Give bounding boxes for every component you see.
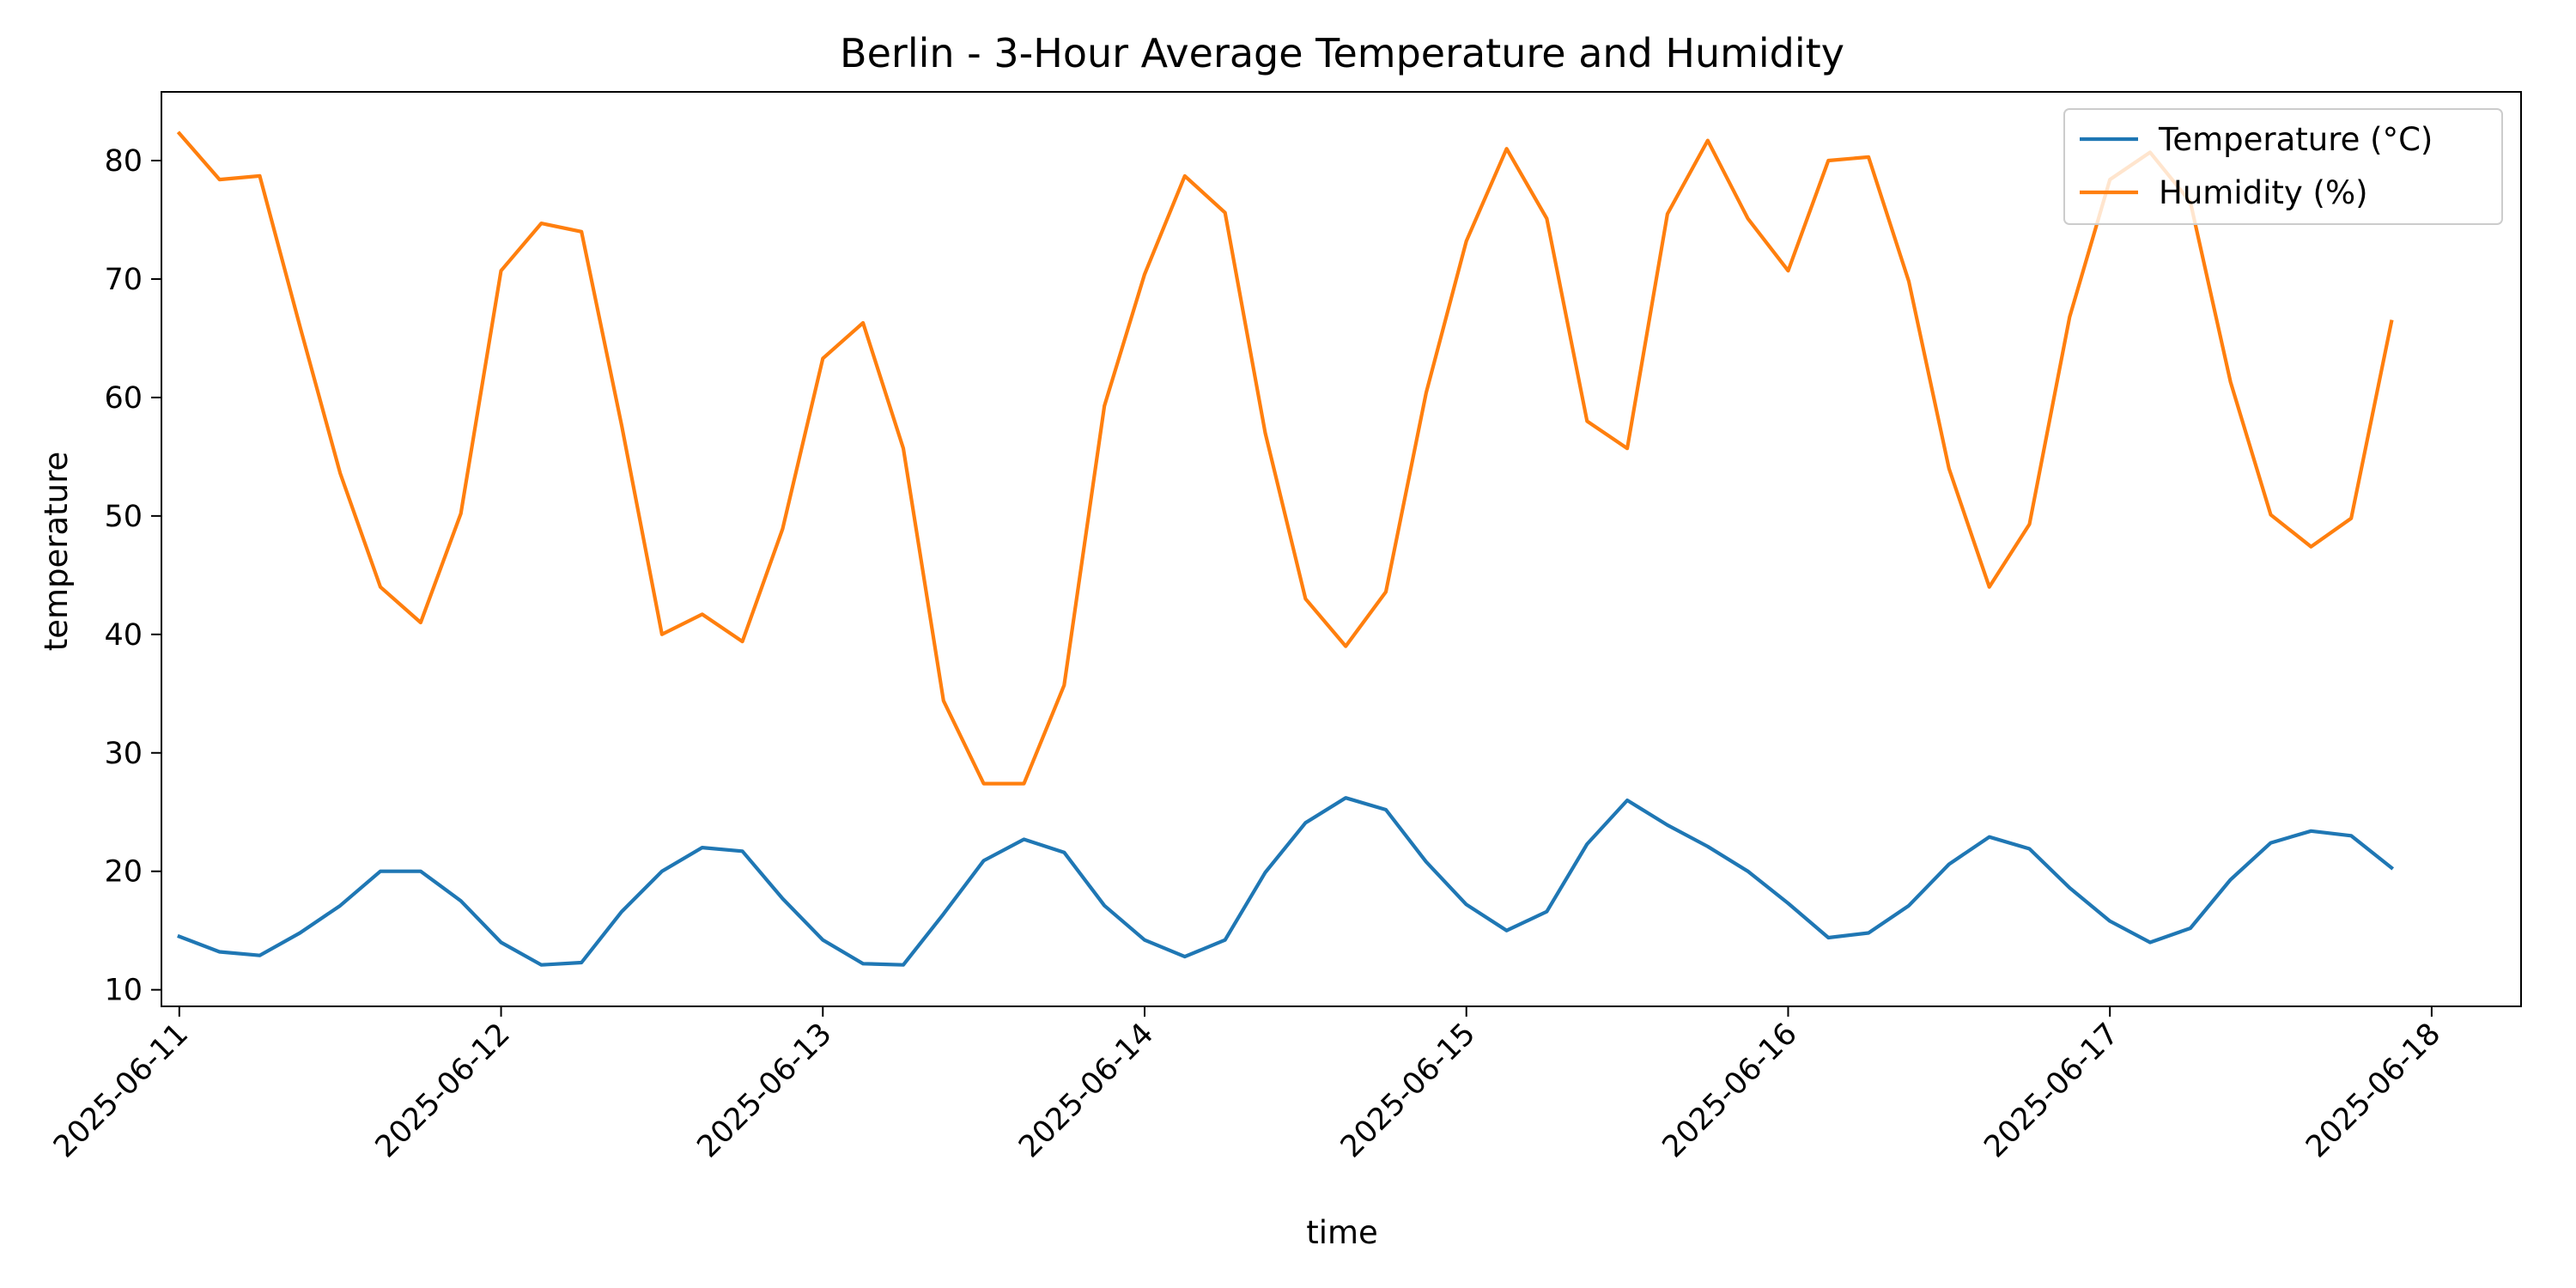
chart-title: Berlin - 3-Hour Average Temperature and … — [840, 30, 1844, 76]
plot-frame — [161, 91, 2522, 1007]
y-tick-label: 20 — [104, 855, 143, 890]
legend-label: Humidity (%) — [2159, 174, 2368, 211]
y-tick-label: 80 — [104, 144, 143, 179]
series-line-humidity — [176, 131, 2394, 786]
y-tick-label: 60 — [104, 381, 143, 416]
legend-box — [2063, 108, 2503, 225]
y-tick-label: 50 — [104, 500, 143, 534]
series-line-temperature — [177, 796, 2395, 967]
y-tick-label: 30 — [104, 737, 143, 771]
y-axis-label: temperature — [38, 452, 75, 652]
x-axis-label: time — [1306, 1214, 1378, 1251]
legend-label: Temperature (°C) — [2158, 121, 2433, 158]
y-tick-label: 40 — [104, 618, 143, 653]
y-tick-label: 70 — [104, 263, 143, 297]
y-tick-label: 10 — [104, 974, 143, 1008]
